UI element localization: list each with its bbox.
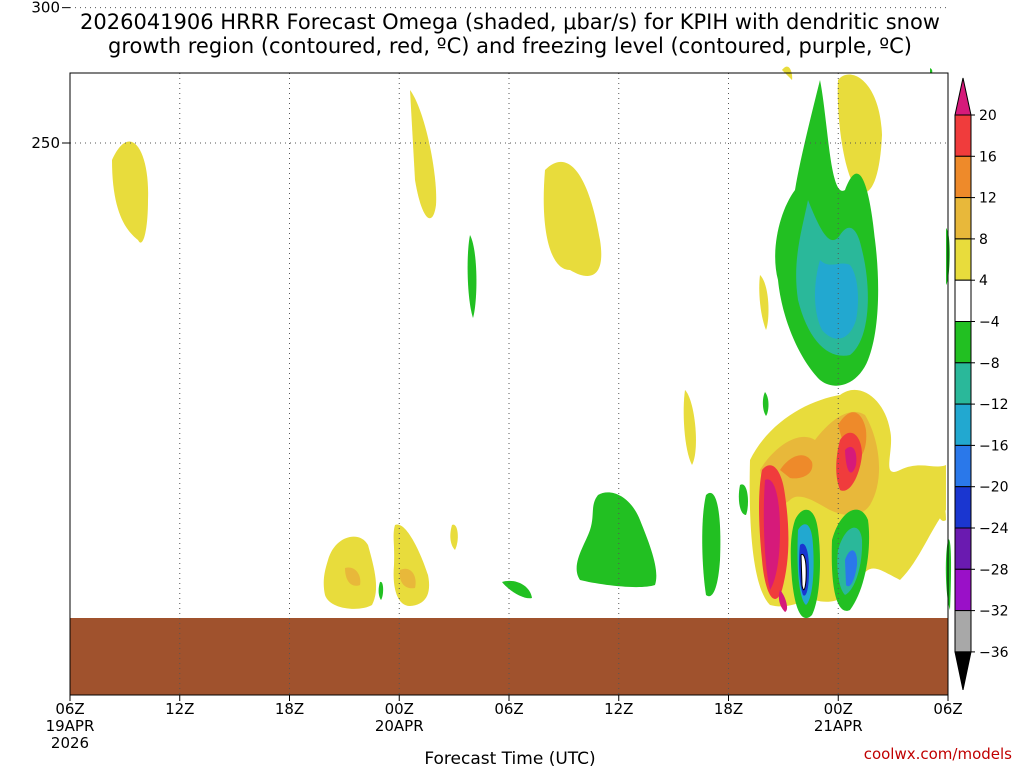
- colorbar-label: −36: [979, 645, 1009, 661]
- colorbar-label: 4: [979, 273, 988, 289]
- x-year-label: 2026: [51, 734, 89, 752]
- colorbar-label: −8: [979, 356, 1000, 372]
- colorbar-label: −12: [979, 397, 1009, 413]
- colorbar-label: 8: [979, 232, 988, 248]
- colorbar-arrow-bottom: [954, 651, 972, 691]
- terrain: [70, 618, 948, 695]
- chart-title-line1: 2026041906 HRRR Forecast Omega (shaded, …: [80, 10, 940, 34]
- colorbar-label: −16: [979, 438, 1009, 454]
- colorbar-label: −24: [979, 521, 1009, 537]
- colorbar-label: −20: [979, 480, 1009, 496]
- colorbar-swatch: [954, 444, 972, 488]
- y-tick-label: 250: [31, 134, 60, 152]
- colorbar-swatch: [954, 486, 972, 529]
- x-tick-label: 12Z: [165, 700, 194, 718]
- colorbar-label: −28: [979, 562, 1009, 578]
- plot-frame: [69, 72, 949, 696]
- x-tick-label: 12Z: [604, 700, 633, 718]
- x-tick-label: 06Z: [933, 700, 962, 718]
- colorbar-swatch: [954, 238, 972, 281]
- colorbar-label: 20: [979, 108, 997, 124]
- colorbar-swatch: [954, 527, 972, 570]
- colorbar-swatch: [954, 114, 972, 157]
- chart-title-line2: growth region (contoured, red, ºC) and f…: [108, 34, 912, 58]
- colorbar-swatch: [954, 362, 972, 405]
- x-tick-label: 18Z: [714, 700, 743, 718]
- x-axis-label: Forecast Time (UTC): [424, 749, 595, 768]
- x-date-label: 20APR: [375, 717, 424, 735]
- colorbar-arrow-top: [954, 77, 972, 116]
- colorbar-label: 16: [979, 149, 997, 165]
- x-date-label: 21APR: [814, 717, 863, 735]
- x-tick-label: 00Z: [824, 700, 853, 718]
- colorbar: 20 16 12 8 4 −4 −8 −12 −16 −20 −24 −28 −32 −36: [954, 77, 1009, 691]
- colorbar-swatch: [954, 403, 972, 446]
- colorbar-swatch: [954, 155, 972, 199]
- colorbar-swatch: [954, 279, 972, 323]
- omega-shading: [112, 66, 952, 622]
- x-date-label: 19APR: [46, 717, 95, 735]
- colorbar-label: −32: [979, 604, 1009, 620]
- x-tick-label: 00Z: [385, 700, 414, 718]
- credit: coolwx.com/models: [864, 745, 1012, 763]
- x-tick-label: 06Z: [55, 700, 84, 718]
- x-tick-label: 06Z: [494, 700, 523, 718]
- colorbar-swatch: [954, 610, 972, 653]
- colorbar-swatch: [954, 197, 972, 240]
- y-axis: 2503003504004505005506006507007508008509…: [31, 0, 70, 152]
- colorbar-swatch: [954, 321, 972, 364]
- grid: [70, 7, 948, 695]
- y-tick-label: 300: [31, 0, 60, 17]
- x-tick-label: 18Z: [275, 700, 304, 718]
- colorbar-label: −4: [979, 315, 1000, 331]
- colorbar-label: 12: [979, 191, 997, 207]
- colorbar-swatch: [954, 568, 972, 612]
